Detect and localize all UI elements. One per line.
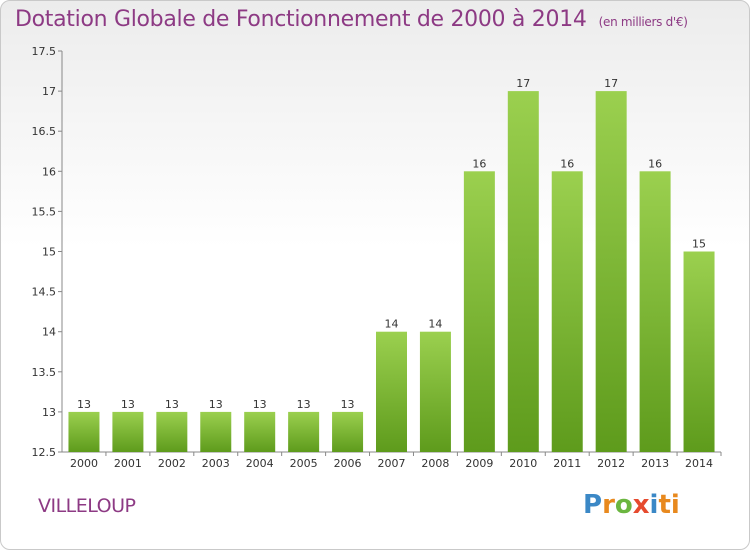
data-label: 13 (165, 398, 179, 411)
data-label: 16 (648, 157, 662, 170)
data-label: 16 (560, 157, 574, 170)
x-tick-label: 2002 (158, 457, 186, 470)
y-tick-label: 15 (42, 246, 56, 259)
x-tick-label: 2004 (246, 457, 274, 470)
chart-bars (68, 91, 715, 453)
bar (112, 411, 144, 452)
logo-letter: x (632, 490, 650, 520)
chart-axes: 12.5 13 13.5 14 14.5 15 15.5 16 16.5 17 17.5 (32, 45, 722, 459)
y-tick-label: 16.5 (32, 125, 57, 138)
bar (595, 91, 627, 452)
chart-labels: 2000 13 2001 13 2002 13 2003 13 2004 13 2005 13 2006… (70, 77, 713, 470)
bar (68, 411, 100, 452)
bar (332, 411, 364, 452)
proxiti-logo: Proxiti (583, 490, 680, 520)
x-tick-label: 2011 (553, 457, 581, 470)
bar (507, 91, 539, 452)
data-label: 14 (385, 318, 399, 331)
data-label: 13 (253, 398, 267, 411)
x-tick-label: 2008 (421, 457, 449, 470)
bar (419, 331, 451, 452)
x-tick-label: 2012 (597, 457, 625, 470)
bar (683, 251, 715, 452)
data-label: 13 (297, 398, 311, 411)
y-tick-label: 14 (42, 326, 56, 339)
data-label: 17 (516, 77, 530, 90)
chart-title-text: Dotation Globale de Fonctionnement de 20… (15, 7, 587, 32)
x-tick-label: 2014 (685, 457, 713, 470)
bar (200, 411, 232, 452)
bar (244, 411, 276, 452)
x-tick-label: 2006 (334, 457, 362, 470)
x-tick-label: 2000 (70, 457, 98, 470)
logo-letter: o (614, 490, 633, 520)
bar (639, 171, 671, 453)
x-tick-label: 2003 (202, 457, 230, 470)
y-tick-label: 12.5 (32, 446, 57, 459)
x-tick-label: 2013 (641, 457, 669, 470)
data-label: 17 (604, 77, 618, 90)
logo-letter: P (583, 490, 603, 520)
bar (551, 171, 583, 453)
x-tick-label: 2007 (378, 457, 406, 470)
y-tick-label: 14.5 (32, 286, 57, 299)
data-label: 15 (692, 238, 706, 251)
data-label: 14 (428, 318, 442, 331)
bar (376, 331, 407, 452)
x-tick-label: 2009 (465, 457, 493, 470)
data-label: 13 (209, 398, 223, 411)
y-tick-label: 16 (42, 165, 56, 178)
logo-letter: r (602, 490, 615, 520)
bar (156, 411, 188, 452)
y-tick-label: 13 (42, 406, 56, 419)
chart-unit: (en milliers d'€) (598, 15, 688, 29)
y-tick-label: 17 (42, 85, 56, 98)
x-tick-label: 2010 (509, 457, 537, 470)
data-label: 13 (341, 398, 355, 411)
logo-letter: i (649, 490, 659, 520)
x-tick-label: 2005 (290, 457, 318, 470)
data-label: 16 (472, 157, 486, 170)
y-tick-label: 13.5 (32, 366, 57, 379)
y-tick-label: 15.5 (32, 205, 57, 218)
commune-name: VILLELOUP (38, 495, 136, 517)
bar (463, 171, 495, 453)
logo-letter: ti (658, 490, 680, 520)
bar (288, 411, 320, 452)
data-label: 13 (77, 398, 91, 411)
x-tick-label: 2001 (114, 457, 142, 470)
chart-title: Dotation Globale de Fonctionnement de 20… (15, 7, 688, 32)
data-label: 13 (121, 398, 135, 411)
y-tick-label: 17.5 (32, 45, 57, 58)
